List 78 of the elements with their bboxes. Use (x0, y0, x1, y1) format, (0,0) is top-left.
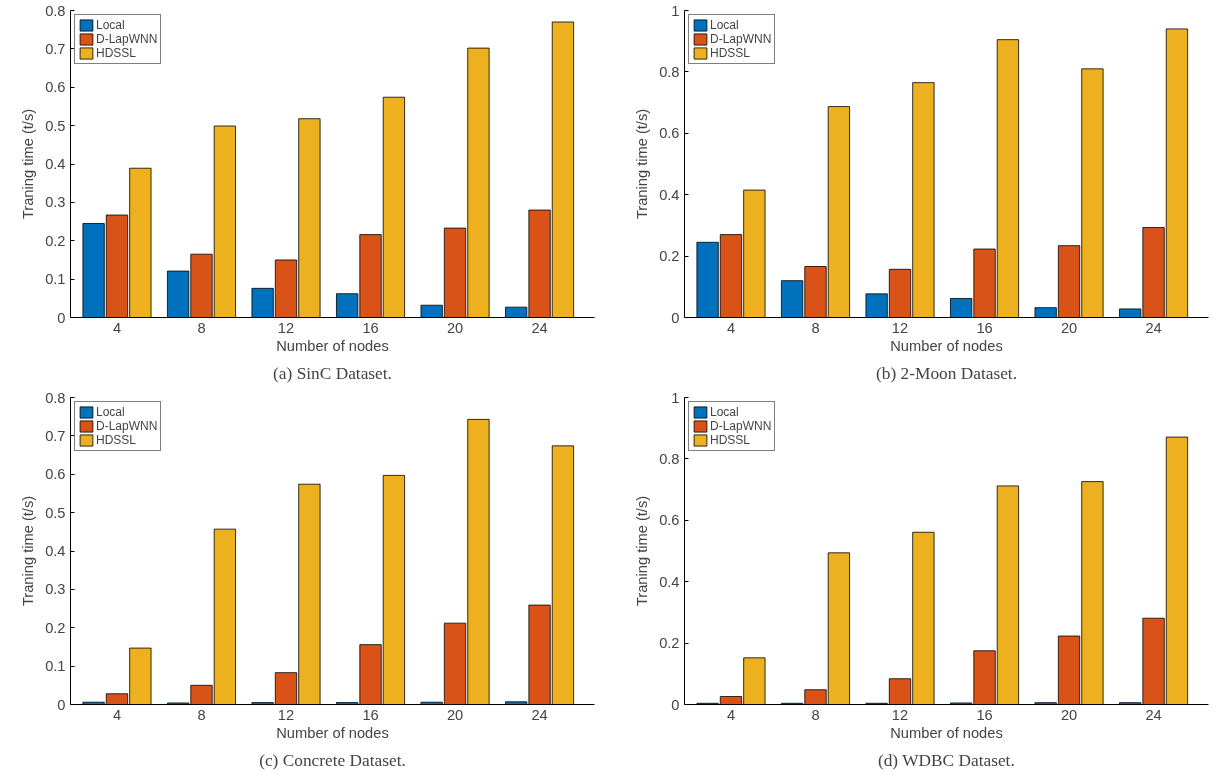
legend-label: D-LapWNN (96, 419, 158, 433)
x-tick-label: 20 (1060, 319, 1078, 336)
y-axis-title: Traning time (t/s) (634, 495, 651, 607)
x-axis-title: Number of nodes (890, 337, 1003, 354)
y-tick-label: 0.6 (45, 466, 66, 483)
y-tick-label: 0.8 (659, 63, 680, 80)
x-tick-label: 4 (112, 319, 122, 336)
x-tick-label: 12 (891, 319, 909, 336)
x-axis-title: Number of nodes (276, 724, 389, 741)
y-tick-label: 0.8 (659, 450, 680, 467)
legend-label: D-LapWNN (96, 32, 158, 46)
x-tick-label: 8 (811, 319, 820, 336)
y-tick-label: 0.2 (659, 635, 680, 652)
legend-label: Local (710, 18, 739, 32)
x-tick-label: 4 (726, 706, 736, 723)
y-tick-label: 0.1 (45, 271, 66, 288)
y-tick-label: 0.3 (45, 581, 66, 598)
x-tick-label: 24 (531, 319, 548, 336)
y-tick-label: 0.2 (45, 619, 66, 636)
x-tick-label: 20 (446, 706, 464, 723)
legend-label: D-LapWNN (710, 32, 772, 46)
y-tick-label: 0.4 (45, 156, 66, 172)
legend-label: D-LapWNN (710, 419, 772, 433)
legend-label: HDSSL (96, 433, 137, 447)
y-tick-label: 0.4 (659, 186, 680, 203)
y-tick-label: 0.7 (45, 40, 66, 57)
x-tick-label: 8 (197, 319, 206, 336)
x-tick-label: 16 (362, 706, 379, 723)
y-tick-label: 0 (57, 696, 66, 713)
legend-label: Local (96, 405, 125, 419)
y-tick-label: 0.3 (45, 194, 66, 211)
y-axis-title: Traning time (t/s) (20, 108, 37, 220)
x-tick-label: 16 (976, 319, 993, 336)
y-tick-label: 0 (57, 309, 66, 326)
x-tick-label: 8 (197, 706, 206, 723)
x-tick-label: 24 (1145, 706, 1162, 723)
x-tick-label: 12 (277, 319, 295, 336)
y-tick-label: 0.8 (45, 389, 66, 406)
y-tick-label: 0.2 (659, 248, 680, 265)
y-tick-label: 0.6 (659, 512, 680, 529)
y-axis-title: Traning time (t/s) (634, 108, 651, 220)
legend-label: Local (96, 18, 125, 32)
y-tick-label: 0.2 (45, 232, 66, 249)
x-tick-label: 12 (277, 706, 295, 723)
y-tick-label: 0.4 (45, 543, 66, 559)
x-axis-title: Number of nodes (890, 724, 1003, 741)
legend-label: HDSSL (710, 433, 751, 447)
x-tick-label: 8 (811, 706, 820, 723)
text: (d) WDBC Dataset. (877, 750, 1015, 770)
legend-label: HDSSL (710, 46, 751, 60)
text: (b) 2-Moon Dataset. (876, 363, 1017, 383)
y-tick-label: 0.8 (45, 2, 66, 19)
y-tick-label: 1 (671, 2, 680, 19)
x-tick-label: 20 (446, 319, 464, 336)
y-tick-label: 0.5 (45, 117, 66, 134)
legend-label: HDSSL (96, 46, 137, 60)
y-tick-label: 1 (671, 389, 680, 406)
y-tick-label: 0.7 (45, 427, 66, 444)
x-tick-label: 4 (112, 706, 122, 723)
text: (c) Concrete Dataset. (259, 750, 406, 770)
x-tick-label: 24 (1145, 319, 1162, 336)
y-tick-label: 0.6 (659, 125, 680, 142)
x-tick-label: 24 (531, 706, 548, 723)
x-tick-label: 20 (1060, 706, 1078, 723)
x-axis-title: Number of nodes (276, 337, 389, 354)
y-tick-label: 0 (671, 696, 680, 713)
y-tick-label: 0 (671, 309, 680, 326)
y-tick-label: 0.4 (659, 573, 680, 590)
x-tick-label: 12 (891, 706, 909, 723)
x-tick-label: 16 (976, 706, 993, 723)
legend-label: Local (710, 405, 739, 419)
y-axis-title: Traning time (t/s) (20, 495, 37, 607)
y-tick-label: 0.6 (45, 79, 66, 96)
x-tick-label: 4 (726, 319, 736, 336)
y-tick-label: 0.5 (45, 504, 66, 521)
y-tick-label: 0.1 (45, 658, 66, 675)
text: (a) SinC Dataset. (273, 363, 392, 383)
x-tick-label: 16 (362, 319, 379, 336)
